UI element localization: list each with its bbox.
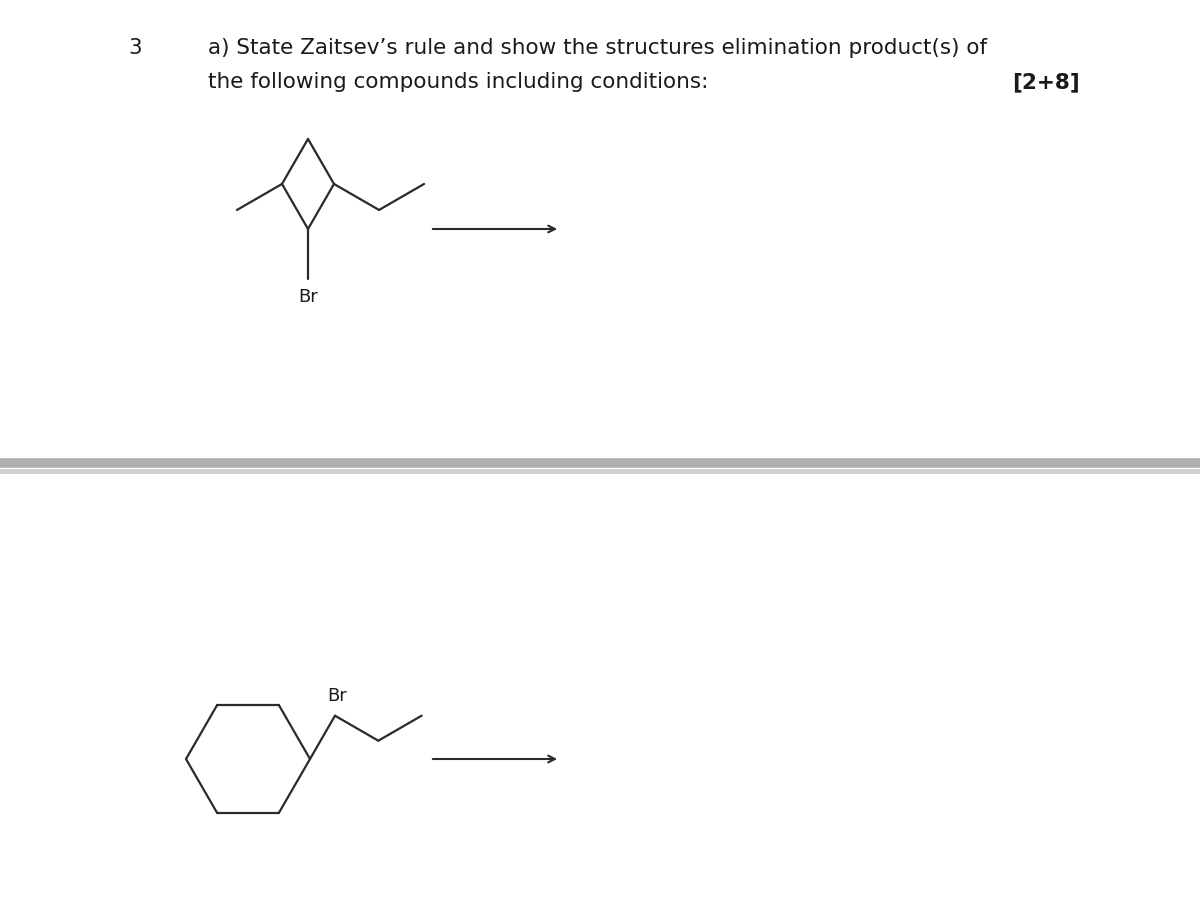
- Text: [2+8]: [2+8]: [1013, 72, 1080, 92]
- Text: Br: Br: [326, 686, 347, 704]
- Text: Br: Br: [298, 288, 318, 306]
- Text: the following compounds including conditions:: the following compounds including condit…: [208, 72, 708, 92]
- Text: a) State Zaitsev’s rule and show the structures elimination product(s) of: a) State Zaitsev’s rule and show the str…: [208, 38, 988, 58]
- Text: 3: 3: [128, 38, 142, 58]
